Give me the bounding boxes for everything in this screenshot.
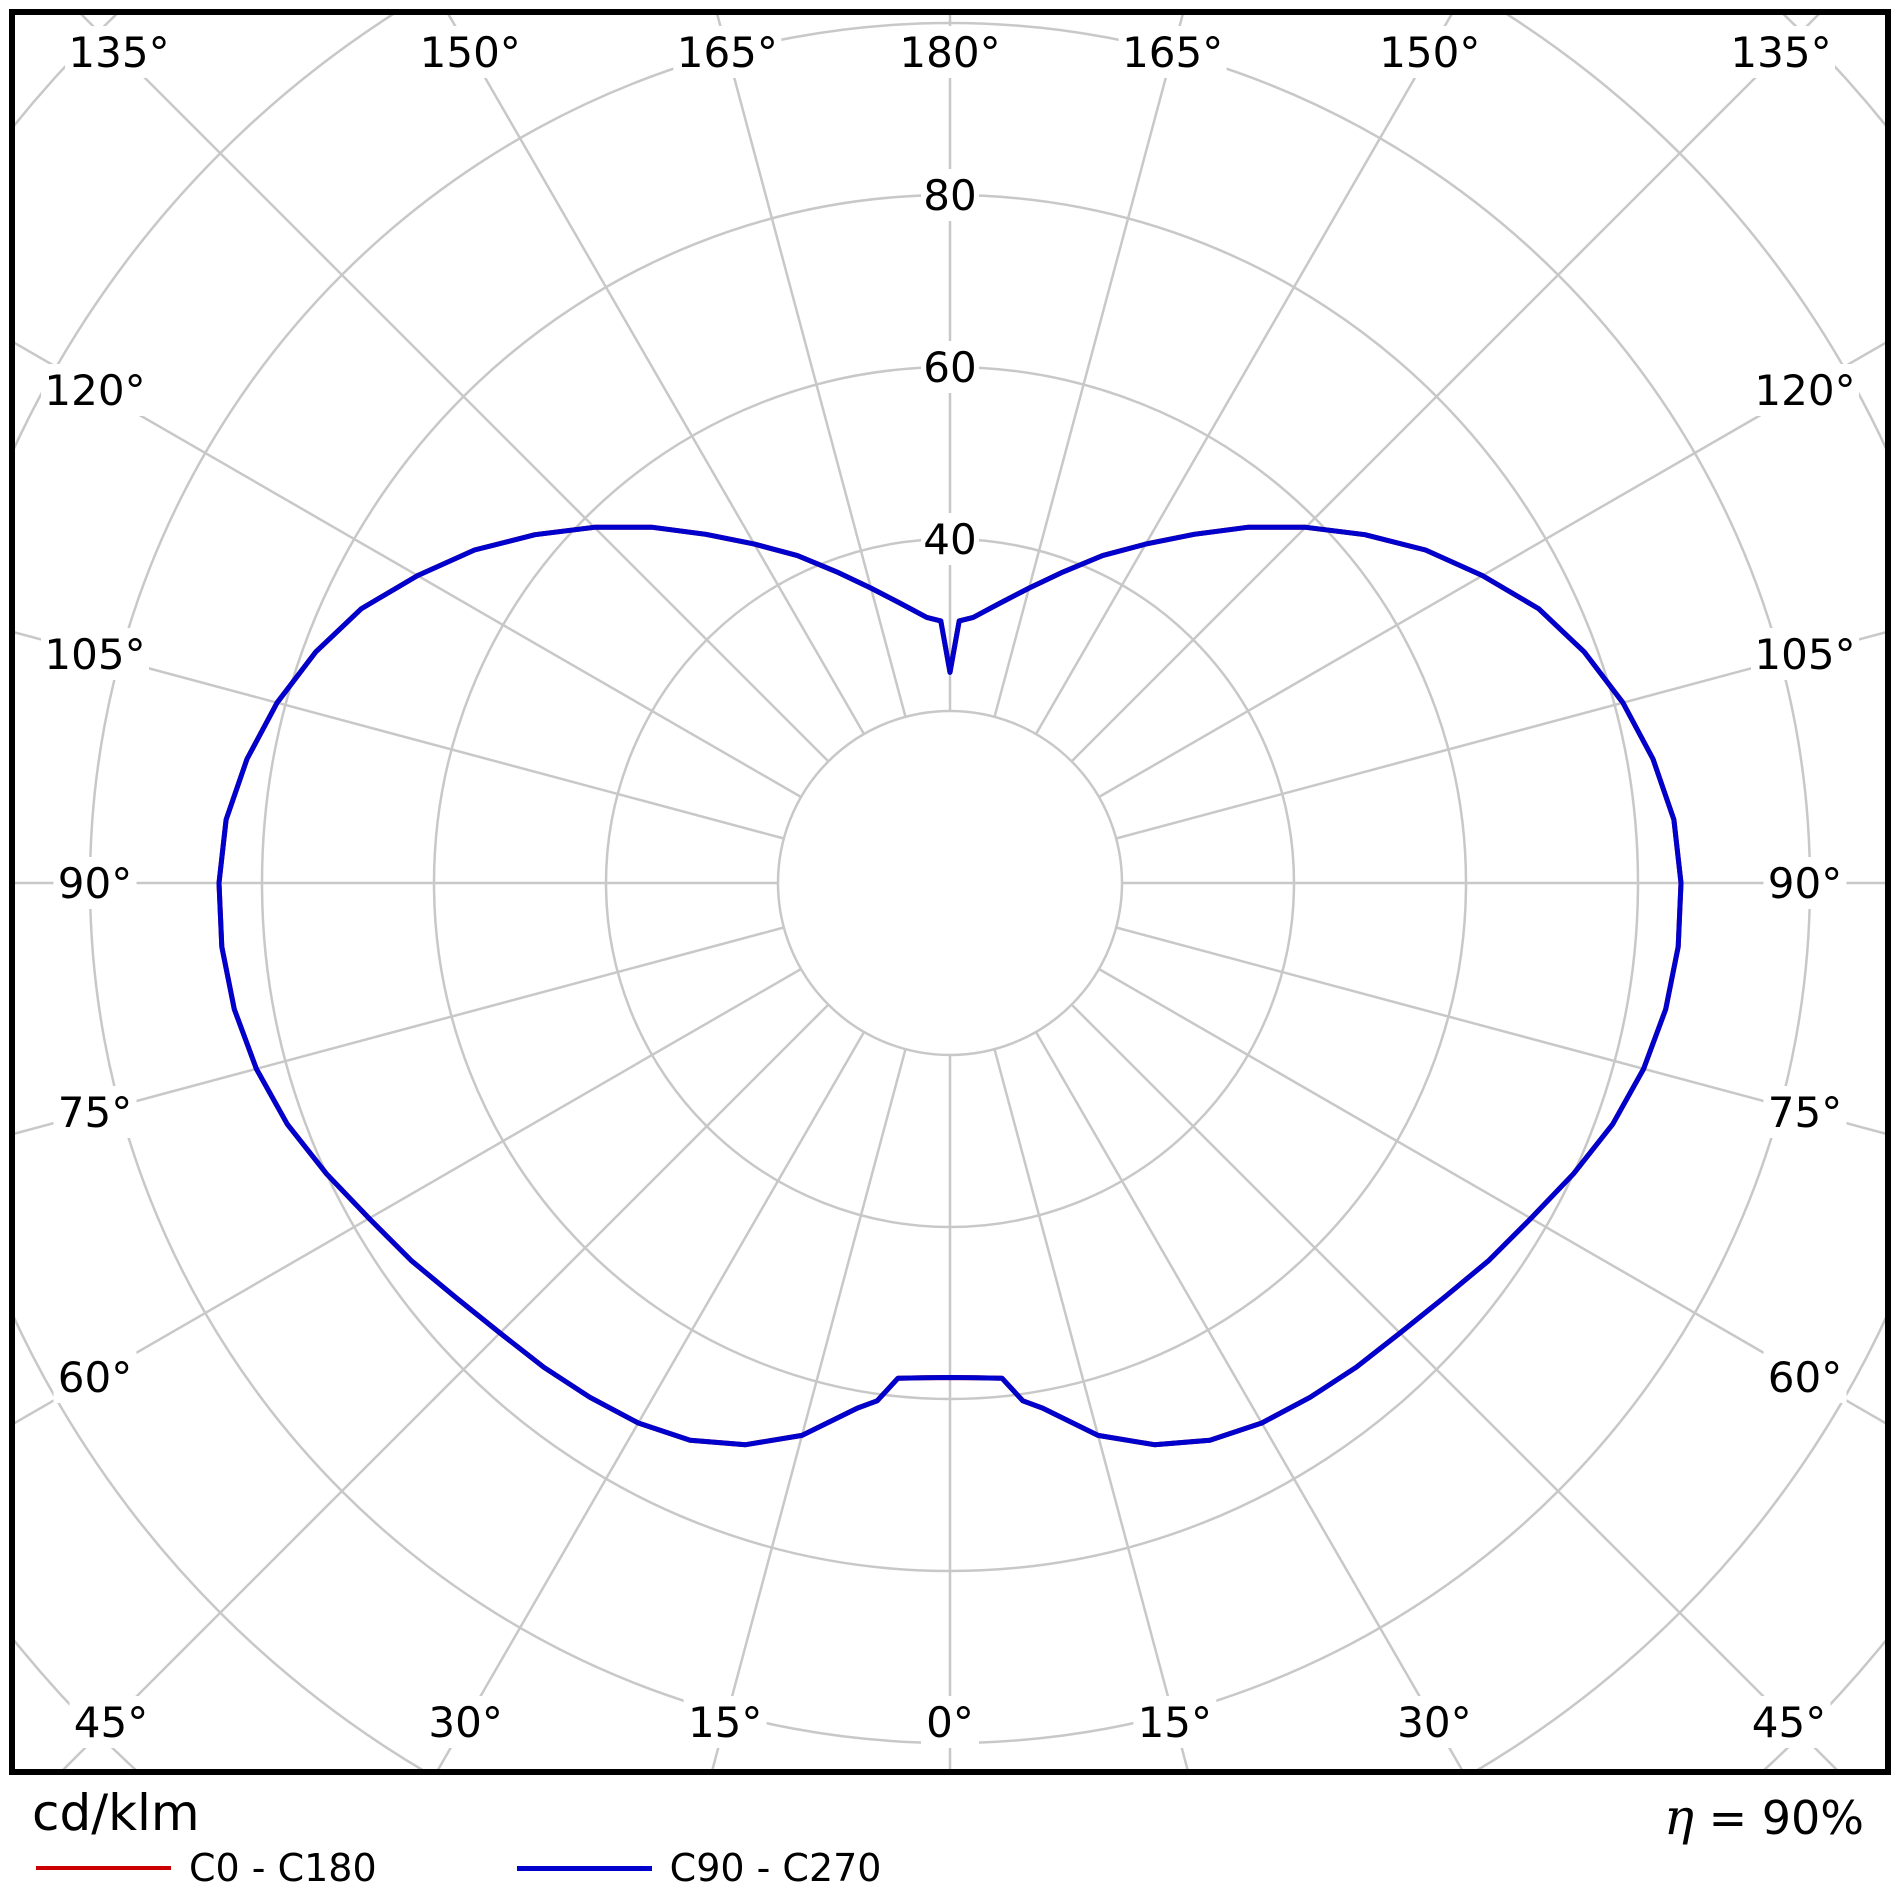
grid-spoke [77,12,830,763]
angle-label-bottom-bg [1747,1696,1831,1748]
grid-spoke [1098,340,1888,799]
efficiency-label: η = 90% [1664,1788,1864,1846]
angle-label-bottom-bg [1392,1696,1476,1748]
angle-label-left-bg [53,857,137,909]
grid-spoke [1034,12,1455,735]
angle-label-bottom-bg [683,1696,767,1748]
grid-spoke [1034,1031,1465,1772]
radial-tick-label-bg [921,341,979,393]
angle-label-right-bg [1751,628,1859,680]
efficiency-value: = 90% [1708,1791,1864,1845]
grid-spoke [993,1048,1190,1772]
angle-label-right-bg [1751,364,1859,416]
angle-label-left-bg [41,364,149,416]
angle-label-bottom-bg [921,1696,979,1748]
legend: C0 - C180 C90 - C270 [36,1846,881,1890]
radial-tick-label: 80 [923,171,976,220]
angle-label-right-bg [1763,857,1847,909]
grid-spoke [12,630,785,840]
radial-tick-label: 40 [923,515,976,564]
legend-line-c0-c180 [36,1866,171,1870]
angle-label-bottom: 0° [926,1698,974,1747]
angle-label-left: 60° [58,1353,132,1402]
angle-label-left-bg [53,1351,137,1403]
angle-label-right: 75° [1768,1088,1842,1137]
angle-label-right: 90° [1768,859,1842,908]
legend-line-c90-c270 [516,1865,652,1871]
angle-label-left: 90° [58,859,132,908]
angle-label-top: 165° [1122,28,1223,77]
chart-labels: 135° 150° 165° 180° 165° 150° 135° 45° 30° 15° 0° 1… [41,26,1859,1748]
angle-label-top: 150° [420,28,521,77]
angle-label-left-bg [53,1086,137,1138]
grid-spoke [12,926,785,1136]
angle-label-right-bg [1763,1086,1847,1138]
angle-label-top: 135° [68,28,169,77]
angle-label-top: 150° [1379,28,1480,77]
grid-spoke [1070,12,1823,763]
angle-label-bottom: 45° [1752,1698,1826,1747]
angle-label-top-bg [896,26,1004,78]
legend-item-c0-c180: C0 - C180 [36,1846,377,1890]
radial-tick-label-bg [921,513,979,565]
radial-tick-label-bg [921,169,979,221]
legend-label-c0-c180: C0 - C180 [189,1846,377,1890]
eta-symbol: η [1663,1788,1694,1846]
angle-label-top-bg [65,26,173,78]
unit-label: cd/klm [32,1784,200,1842]
angle-label-top: 165° [677,28,778,77]
grid-spoke [710,1048,907,1772]
plot-frame [9,9,1891,1775]
angle-label-top-bg [1118,26,1227,78]
angle-label-left: 75° [58,1088,132,1137]
angle-label-bottom: 15° [688,1698,762,1747]
radial-tick-label: 60 [923,343,976,392]
grid-spoke [1115,630,1888,840]
curve-c90-c270 [216,524,1684,1448]
grid-spoke [59,1003,830,1772]
angle-label-left: 120° [44,366,145,415]
grid-spoke [715,12,907,718]
angle-label-top-bg [1727,26,1835,78]
grid-spoke [1098,967,1888,1426]
legend-label-c90-c270: C90 - C270 [669,1846,882,1890]
angle-label-right-bg [1763,1351,1847,1403]
angle-label-top: 180° [899,28,1000,77]
angle-label-left-bg [41,628,149,680]
grid-spoke [1070,1003,1841,1772]
angle-label-top: 135° [1730,28,1831,77]
angle-label-right: 105° [1754,630,1855,679]
angle-label-top-bg [1375,26,1484,78]
angle-label-bottom: 30° [1397,1698,1471,1747]
grid-spoke [445,12,866,735]
angle-label-bottom-bg [69,1696,153,1748]
grid-spoke [12,340,802,799]
angle-label-right: 60° [1768,1353,1842,1402]
grid-spoke [993,12,1185,718]
angle-label-top-bg [416,26,525,78]
angle-label-right: 120° [1754,366,1855,415]
legend-item-c90-c270: C90 - C270 [516,1846,882,1890]
angle-label-bottom-bg [424,1696,508,1748]
grid-spoke [435,1031,866,1772]
angle-label-bottom: 15° [1138,1698,1212,1747]
angle-label-bottom: 30° [428,1698,502,1747]
angle-label-bottom: 45° [74,1698,148,1747]
angle-label-top-bg [673,26,782,78]
grid-spoke [12,967,802,1426]
angle-label-left: 105° [44,630,145,679]
grid-spoke [1115,926,1888,1136]
angle-label-bottom-bg [1133,1696,1217,1748]
